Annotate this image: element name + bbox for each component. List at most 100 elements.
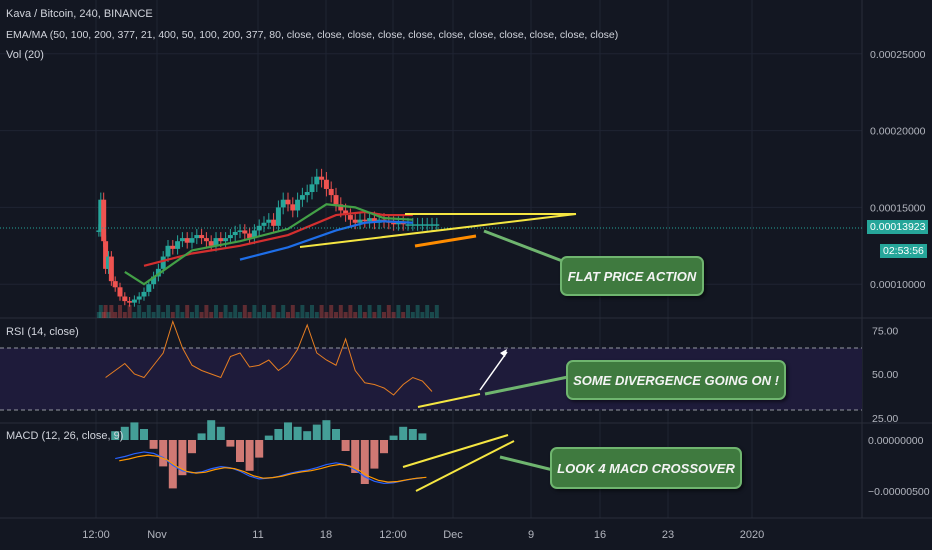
macd-histogram-bar xyxy=(303,431,312,440)
macd-upper-line[interactable] xyxy=(402,434,509,468)
candle-body xyxy=(189,238,195,243)
candle-body xyxy=(347,215,353,220)
volume-bar xyxy=(166,305,170,318)
orange-channel-line[interactable] xyxy=(414,234,477,248)
macd-histogram-bar xyxy=(284,422,292,440)
macd-histogram-bar xyxy=(408,429,417,440)
volume-bar xyxy=(290,305,295,318)
divergence-callout-pointer xyxy=(484,375,569,396)
macd-series xyxy=(111,420,427,489)
time-tick-label: 12:00 xyxy=(82,529,110,541)
volume-bar xyxy=(233,305,238,318)
volume-bar xyxy=(286,312,290,318)
candle-body xyxy=(242,230,248,234)
volume-bar xyxy=(271,305,276,318)
volume-bar xyxy=(118,305,122,318)
macd-histogram-bar xyxy=(264,435,273,440)
symbol-legend[interactable]: Kava / Bitcoin, 240, BINANCE xyxy=(6,8,153,20)
macd-histogram-bar xyxy=(130,422,139,440)
candle-body xyxy=(223,238,229,242)
macd-histogram-bar xyxy=(399,426,408,440)
axes: 0.00025000 0.00020000 0.00015000 0.00010000… xyxy=(82,49,930,541)
volume-bar xyxy=(300,305,305,318)
macd-histogram-bar xyxy=(245,440,254,471)
volume-bar xyxy=(262,305,266,318)
macd-histogram-bar xyxy=(418,433,427,440)
macd-lower-line[interactable] xyxy=(415,440,515,492)
volume-bar xyxy=(98,305,103,318)
candle-body xyxy=(415,224,421,226)
volume-bar xyxy=(386,305,391,318)
volume-legend[interactable]: Vol (20) xyxy=(6,49,44,61)
volume-bar xyxy=(214,305,218,318)
rsi-arrow-head xyxy=(500,349,507,357)
rsi-divergence-line[interactable] xyxy=(417,393,481,408)
macd-histogram-bar xyxy=(216,426,225,440)
volume-bar xyxy=(425,305,430,318)
macd-histogram-bar xyxy=(140,429,148,440)
ema-legend[interactable]: EMA/MA (50, 100, 200, 377, 21, 400, 50, … xyxy=(6,29,619,41)
divergence-callout[interactable]: SOME DIVERGENCE GOING ON ! xyxy=(566,360,786,400)
candle-body xyxy=(218,238,224,242)
candle-body xyxy=(333,195,339,205)
volume-bar xyxy=(242,305,247,318)
candle-body xyxy=(199,235,205,239)
time-tick-label: 16 xyxy=(594,529,606,541)
volume-bar xyxy=(401,312,406,318)
candle-body xyxy=(328,188,334,196)
volume-bar xyxy=(281,305,286,318)
macd-legend[interactable]: MACD (12, 26, close, 9) xyxy=(6,430,124,442)
volume-bar xyxy=(334,312,338,318)
candle-body xyxy=(103,241,109,269)
rsi-tick-label: 75.00 xyxy=(872,325,898,337)
candle-body xyxy=(179,238,185,242)
macd-histogram-bar xyxy=(312,424,321,440)
macd-callout-pointer xyxy=(499,455,554,472)
candle-body xyxy=(122,296,128,302)
ema-line xyxy=(143,210,413,267)
volume-bar xyxy=(199,312,204,318)
macd-histogram-bar xyxy=(380,440,388,454)
candle-body xyxy=(96,230,102,232)
candle-body xyxy=(151,276,157,285)
candle-body xyxy=(256,225,262,231)
price-tick-label: 0.00010000 xyxy=(870,279,926,291)
macd-histogram-bar xyxy=(236,440,244,462)
triangle-bottom-line[interactable] xyxy=(299,213,577,248)
macd-histogram-bar xyxy=(293,426,302,440)
rsi-legend[interactable]: RSI (14, close) xyxy=(6,326,79,338)
volume-bar xyxy=(185,305,190,318)
macd-callout[interactable]: LOOK 4 MACD CROSSOVER xyxy=(550,447,742,489)
candle-body xyxy=(410,224,416,226)
macd-histogram-bar xyxy=(332,429,340,440)
volume-bar xyxy=(175,305,180,318)
volume-bar xyxy=(415,305,420,318)
flat-price-callout[interactable]: FLAT PRICE ACTION xyxy=(560,256,704,296)
macd-histogram-bar xyxy=(149,440,158,449)
volume-bar xyxy=(142,312,146,318)
macd-histogram-bar xyxy=(111,431,120,440)
volume-bar xyxy=(132,312,137,318)
time-tick-label: Dec xyxy=(443,529,463,541)
volume-bar xyxy=(137,305,142,318)
volume-bar xyxy=(109,305,114,318)
candle-body xyxy=(112,281,118,288)
candle-body xyxy=(299,195,305,200)
volume-bar xyxy=(238,312,242,318)
candle-body xyxy=(304,192,310,196)
rsi-arrow-shaft[interactable] xyxy=(479,351,508,391)
volume-bar xyxy=(406,305,410,318)
candle-body xyxy=(203,238,209,242)
candle-body xyxy=(251,230,257,239)
macd-histogram-bar xyxy=(360,440,369,484)
time-tick-label: 12:00 xyxy=(379,529,407,541)
volume-bar xyxy=(295,312,300,318)
volume-bar xyxy=(103,305,108,318)
macd-histogram-bar xyxy=(188,440,196,454)
macd-histogram-bar xyxy=(322,420,331,440)
candle-body xyxy=(108,256,114,282)
volume-bar xyxy=(353,312,358,318)
volume-bar xyxy=(204,305,209,318)
